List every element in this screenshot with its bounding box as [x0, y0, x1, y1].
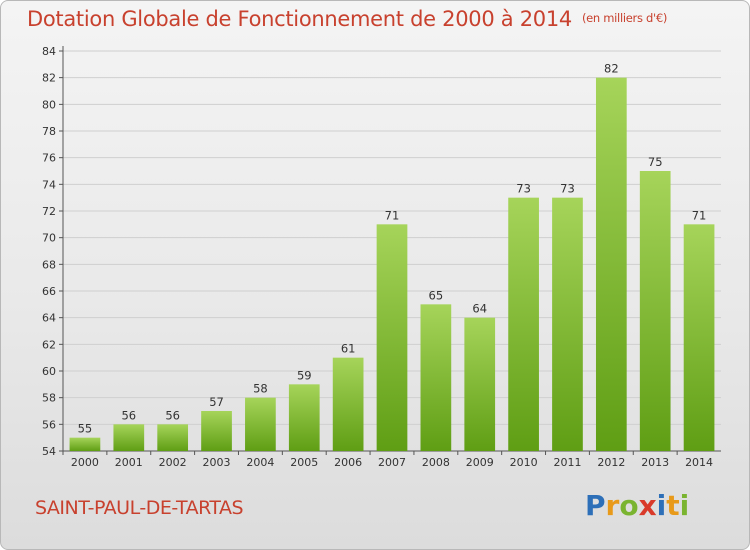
x-tick-label-2014: 2014: [685, 456, 713, 469]
value-label-2001: 56: [121, 408, 136, 422]
y-tick-label: 78: [42, 125, 56, 138]
y-tick-label: 54: [42, 445, 56, 458]
value-label-2003: 57: [209, 395, 224, 409]
bar-2014: [683, 224, 715, 451]
value-label-2009: 64: [472, 302, 487, 316]
x-tick-label-2005: 2005: [290, 456, 318, 469]
y-tick-label: 66: [42, 285, 56, 298]
proxiti-logo: Proxiti: [585, 489, 689, 522]
y-tick-label: 84: [42, 45, 56, 58]
logo-letter: i: [656, 489, 667, 522]
x-tick-label-2003: 2003: [203, 456, 231, 469]
bar-2012: [595, 77, 627, 452]
bar-2005: [288, 384, 320, 451]
value-label-2007: 71: [385, 208, 400, 222]
value-label-2006: 61: [341, 342, 356, 356]
value-label-2012: 82: [604, 62, 619, 76]
chart-title-text: Dotation Globale de Fonctionnement de 20…: [27, 7, 572, 31]
y-tick-label: 58: [42, 392, 56, 405]
bar-2009: [464, 317, 496, 451]
x-tick-label-2007: 2007: [378, 456, 406, 469]
bar-2011: [552, 197, 583, 451]
x-tick-label-2006: 2006: [334, 456, 362, 469]
logo-letter: r: [605, 489, 620, 522]
y-tick-label: 70: [42, 232, 56, 245]
x-tick-label-2010: 2010: [510, 456, 538, 469]
x-tick-label-2000: 2000: [71, 456, 99, 469]
value-label-2010: 73: [516, 182, 531, 196]
bar-2003: [201, 411, 232, 451]
bar-2010: [508, 197, 539, 451]
x-tick-label-2001: 2001: [115, 456, 143, 469]
x-tick-labels: 2000 2001 2002 2003 2004 2005 2006 2007 2008 2009…: [71, 456, 713, 469]
y-tick-label: 68: [42, 258, 56, 271]
value-label-2002: 56: [165, 408, 180, 422]
y-tick-label: 82: [42, 72, 56, 85]
logo-letter: x: [638, 489, 657, 522]
chart-subtitle: (en milliers d'€): [581, 11, 668, 25]
y-tick-label: 64: [42, 312, 56, 325]
bar-2004: [245, 397, 276, 451]
bar-2000: [69, 437, 101, 451]
y-tick-label: 76: [42, 152, 56, 165]
x-tick-label-2011: 2011: [553, 456, 581, 469]
y-tick-labels: 54 56 58 60 62 64 66 68 70 72 74 76 78 80 82 84: [42, 45, 56, 458]
x-tick-label-2009: 2009: [466, 456, 494, 469]
bar-2013: [639, 171, 671, 451]
y-tick-label: 80: [42, 98, 56, 111]
bars: [69, 77, 715, 452]
commune-name: SAINT-PAUL-DE-TARTAS: [35, 497, 244, 519]
logo-letter: t: [666, 489, 680, 522]
value-label-2011: 73: [560, 182, 575, 196]
x-tick-label-2012: 2012: [597, 456, 625, 469]
bar-2007: [376, 224, 408, 451]
value-label-2014: 71: [692, 208, 707, 222]
y-tick-label: 74: [42, 178, 56, 191]
value-label-2004: 58: [253, 382, 268, 396]
logo-letter: P: [585, 489, 606, 522]
x-tick-label-2002: 2002: [159, 456, 187, 469]
bar-2002: [157, 424, 189, 451]
bar-2008: [420, 304, 452, 451]
x-tick-label-2004: 2004: [246, 456, 274, 469]
value-label-2000: 55: [78, 422, 93, 436]
bar-2001: [113, 424, 145, 451]
y-tick-label: 60: [42, 365, 56, 378]
value-label-2013: 75: [648, 155, 663, 169]
bar-2006: [332, 357, 364, 451]
y-tick-label: 62: [42, 338, 56, 351]
y-tick-label: 56: [42, 418, 56, 431]
value-label-2008: 65: [429, 288, 444, 302]
logo-letter: o: [619, 489, 639, 522]
value-label-2005: 59: [297, 368, 312, 382]
logo-letter: i: [679, 489, 690, 522]
chart-title: Dotation Globale de Fonctionnement de 20…: [27, 7, 667, 31]
x-tick-label-2013: 2013: [641, 456, 669, 469]
x-tick-label-2008: 2008: [422, 456, 450, 469]
value-labels: 55 56 56 57 58 59 61 71 65 64 73 73 82 75 71: [78, 62, 707, 436]
y-tick-label: 72: [42, 205, 56, 218]
